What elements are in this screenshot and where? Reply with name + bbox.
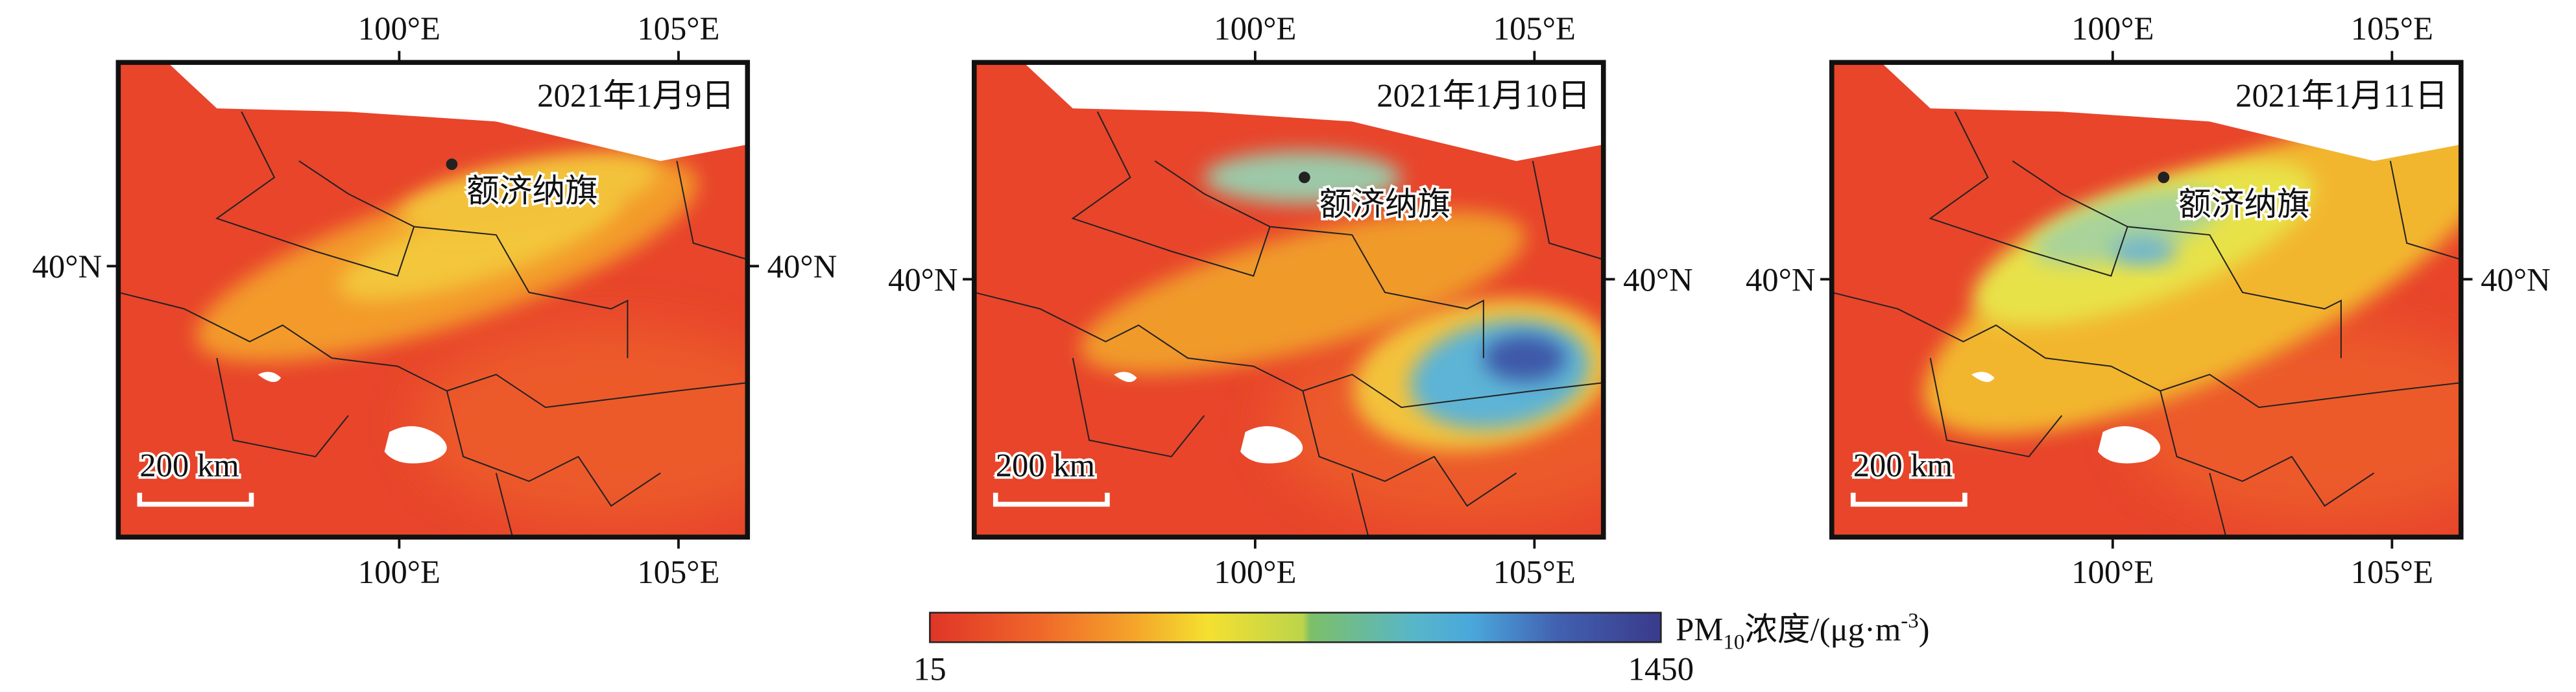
pollution-area xyxy=(399,154,659,233)
lon-label-top: 105°E xyxy=(637,10,719,47)
colorbar-ramp xyxy=(929,612,1662,643)
lon-label-bottom: 100°E xyxy=(358,554,440,590)
label-part: PM xyxy=(1676,612,1723,648)
lake xyxy=(1971,372,1995,383)
no-data-area xyxy=(167,62,748,161)
lat-label-right: 40°N xyxy=(1623,261,1692,298)
lon-label-bottom: 100°E xyxy=(1214,554,1296,590)
lon-label-bottom: 100°E xyxy=(2071,554,2154,590)
lon-label-top: 100°E xyxy=(1214,10,1296,47)
map-frame xyxy=(1829,60,2464,540)
scale-bar xyxy=(1850,492,1968,507)
place-marker xyxy=(446,158,458,171)
no-data-area xyxy=(1881,62,2461,161)
no-data-area xyxy=(1023,62,1604,161)
panel-date: 2021年1月9日 xyxy=(537,78,734,114)
lake xyxy=(258,372,282,383)
lake xyxy=(1114,372,1137,383)
label-sup: -3 xyxy=(1901,609,1918,632)
map-panel: 100°E 100°E 105°E 105°E 40°N 40°N 2021年1月11日额济… xyxy=(1746,10,2551,590)
lon-label-top: 100°E xyxy=(2071,10,2154,47)
colorbar-max: 1450 xyxy=(1628,650,1694,687)
place-label: 额济纳旗 xyxy=(1319,186,1451,222)
colorbar: 15 1450 PM10浓度/(μg·m-3) xyxy=(913,609,1929,687)
borders xyxy=(1831,111,2461,538)
place-label: 额济纳旗 xyxy=(2178,186,2310,222)
map-panel: 100°E 100°E 105°E 105°E 40°N 40°N 2021年1月10日额济… xyxy=(888,10,1693,590)
scale-bar-label: 200 km xyxy=(1853,447,1953,483)
map-image xyxy=(118,62,748,538)
lat-label-right: 40°N xyxy=(2481,261,2550,298)
map-image xyxy=(974,62,1604,538)
lat-label-left: 40°N xyxy=(1746,261,1815,298)
label-part: 浓度/(μg·m xyxy=(1744,612,1901,648)
place-marker xyxy=(2158,171,2170,184)
borders xyxy=(974,111,1604,538)
place-marker xyxy=(1298,171,1310,184)
lon-label-top: 105°E xyxy=(2351,10,2433,47)
scale-bar xyxy=(137,492,254,507)
pollution-area xyxy=(1483,335,1566,381)
borders xyxy=(118,111,748,538)
map-image xyxy=(1831,62,2461,538)
lon-label-top: 100°E xyxy=(358,10,440,47)
lake xyxy=(384,426,447,464)
map-shade xyxy=(414,325,748,523)
label-sub: 10 xyxy=(1723,630,1744,654)
map-frame xyxy=(115,60,751,540)
colorbar-min: 15 xyxy=(913,650,946,687)
lon-label-bottom: 105°E xyxy=(2351,554,2433,590)
scale-bar-label: 200 km xyxy=(996,447,1095,483)
label-part: ) xyxy=(1919,612,1930,648)
panel-date: 2021年1月11日 xyxy=(2235,78,2448,114)
pollution-area xyxy=(1080,211,1526,374)
lon-label-bottom: 105°E xyxy=(1493,554,1576,590)
colorbar-label: PM10浓度/(μg·m-3) xyxy=(1676,609,1929,654)
lon-label-bottom: 105°E xyxy=(637,554,719,590)
lake xyxy=(1240,426,1303,464)
map-panels: 100°E 100°E 105°E 105°E 40°N 40°N 2021年1月9日额济纳… xyxy=(32,10,2551,590)
lat-label-left: 40°N xyxy=(32,248,102,285)
pollution-area xyxy=(2111,238,2177,265)
lake xyxy=(2098,426,2161,464)
panel-date: 2021年1月10日 xyxy=(1377,78,1590,114)
lon-label-top: 105°E xyxy=(1493,10,1576,47)
place-label: 额济纳旗 xyxy=(466,173,598,209)
lat-label-left: 40°N xyxy=(888,261,957,298)
scale-bar-label: 200 km xyxy=(139,447,239,483)
scale-bar xyxy=(993,492,1110,507)
lat-label-right: 40°N xyxy=(767,248,837,285)
map-panel: 100°E 100°E 105°E 105°E 40°N 40°N 2021年1月9日额济纳… xyxy=(32,10,837,590)
map-frame xyxy=(971,60,1606,540)
